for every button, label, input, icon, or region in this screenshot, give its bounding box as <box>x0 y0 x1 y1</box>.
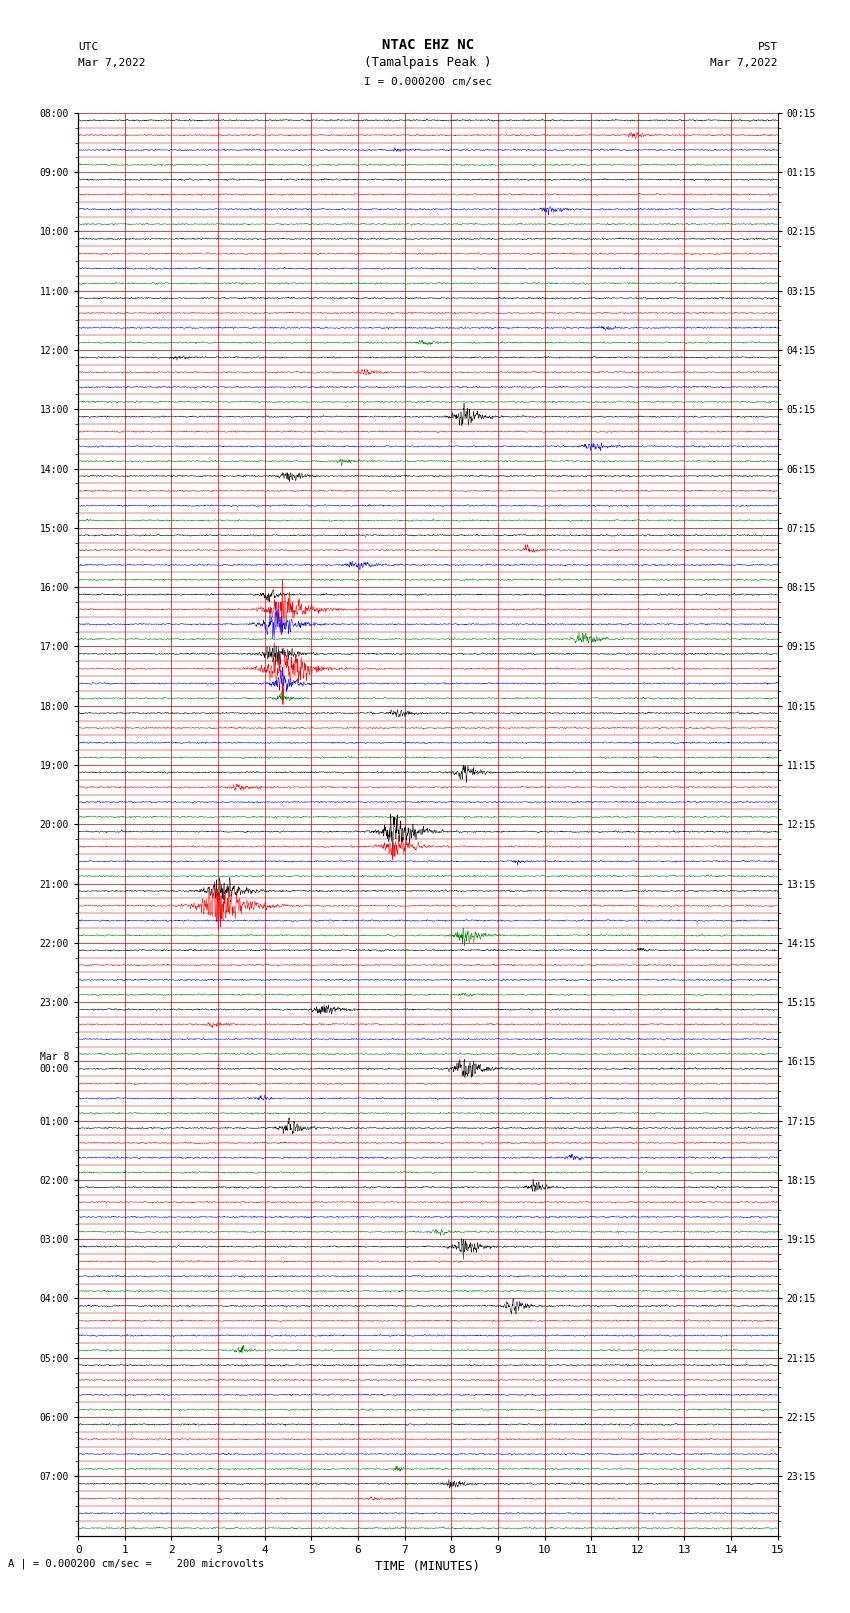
Text: Mar 7,2022: Mar 7,2022 <box>78 58 145 68</box>
Text: A | = 0.000200 cm/sec =    200 microvolts: A | = 0.000200 cm/sec = 200 microvolts <box>8 1558 264 1569</box>
X-axis label: TIME (MINUTES): TIME (MINUTES) <box>376 1560 480 1573</box>
Text: I = 0.000200 cm/sec: I = 0.000200 cm/sec <box>364 77 492 87</box>
Text: NTAC EHZ NC: NTAC EHZ NC <box>382 37 474 52</box>
Text: PST: PST <box>757 42 778 52</box>
Text: (Tamalpais Peak ): (Tamalpais Peak ) <box>364 56 491 69</box>
Text: Mar 7,2022: Mar 7,2022 <box>711 58 778 68</box>
Text: UTC: UTC <box>78 42 99 52</box>
